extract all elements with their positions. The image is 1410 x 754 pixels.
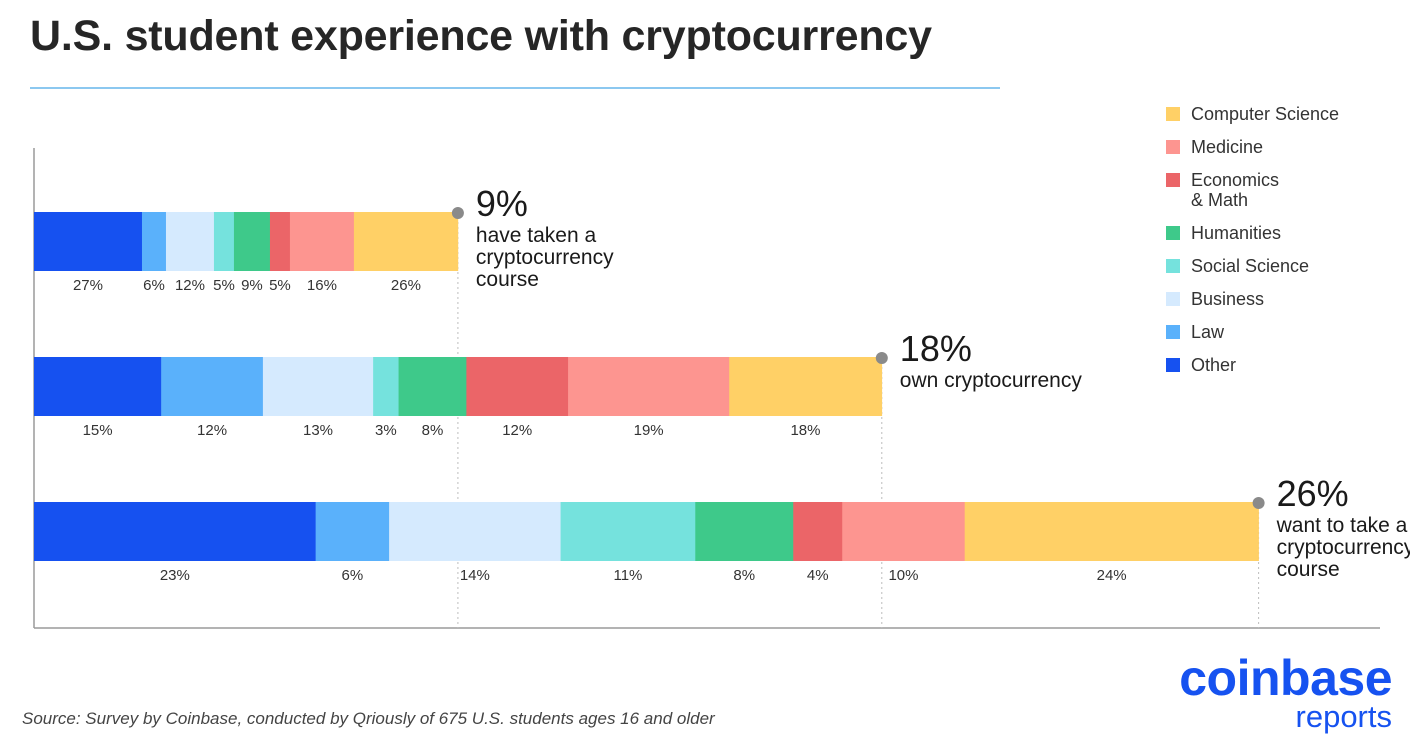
segment-label: 12%	[197, 422, 227, 439]
segment-label: 11%	[613, 567, 642, 584]
legend-label: Humanities	[1191, 223, 1282, 243]
legend-item: Other	[1166, 355, 1339, 375]
legend-swatch	[1166, 140, 1180, 154]
bar-segment	[964, 502, 1259, 561]
legend-swatch	[1166, 226, 1180, 240]
bar-segment	[233, 212, 271, 271]
bar-caption-line: want to take a	[1276, 514, 1408, 537]
segment-label: 19%	[634, 422, 664, 439]
bar-end-marker	[451, 207, 464, 219]
legend-swatch	[1166, 358, 1180, 372]
legend-item: Medicine	[1166, 137, 1339, 157]
bar-caption-line: own cryptocurrency	[900, 369, 1083, 392]
legend-swatch	[1166, 107, 1180, 121]
bar-segment	[353, 212, 459, 271]
bar-segment	[34, 502, 316, 561]
bar-segment	[165, 212, 215, 271]
segment-label: 16%	[307, 277, 337, 294]
bar-caption-line: course	[1277, 558, 1340, 581]
segment-label: 6%	[342, 567, 364, 584]
legend-item: Social Science	[1166, 256, 1339, 276]
legend: Computer Science Medicine Economics & Math…	[1166, 104, 1339, 388]
coinbase-reports-logo: coinbase reports	[1179, 650, 1392, 734]
bar-segment	[269, 212, 291, 271]
legend-swatch	[1166, 259, 1180, 273]
bar-segment	[161, 357, 264, 416]
bar-segment	[34, 357, 162, 416]
segment-label: 12%	[502, 422, 532, 439]
bar-caption-line: course	[476, 268, 539, 291]
bar-caption: have taken a cryptocurrency course	[476, 224, 614, 291]
bar-segment	[262, 357, 374, 416]
legend-item: Economics & Math	[1166, 170, 1339, 210]
bar-caption: want to take a cryptocurrency course	[1276, 514, 1410, 581]
chart-title: U.S. student experience with cryptocurre…	[30, 12, 932, 60]
segment-label: 24%	[1097, 567, 1127, 584]
bar-segment	[315, 502, 390, 561]
segment-label: 15%	[83, 422, 113, 439]
legend-item: Computer Science	[1166, 104, 1339, 124]
legend-label: Medicine	[1191, 137, 1264, 157]
legend-swatch	[1166, 173, 1180, 187]
segment-label: 3%	[375, 422, 397, 439]
segment-label: 8%	[422, 422, 444, 439]
segment-label: 8%	[733, 567, 755, 584]
segment-label: 9%	[241, 277, 263, 294]
legend-item: Humanities	[1166, 223, 1339, 243]
bar-caption: own cryptocurrency	[900, 369, 1083, 392]
source-note: Source: Survey by Coinbase, conducted by…	[22, 709, 715, 728]
legend-label: Social Science	[1191, 256, 1310, 276]
bar-end-marker	[1252, 497, 1265, 509]
segment-label: 12%	[175, 277, 205, 294]
bar-end-marker	[875, 352, 888, 364]
bar-segment	[560, 502, 696, 561]
logo-brand: coinbase	[1179, 650, 1392, 706]
segment-label: 5%	[213, 277, 235, 294]
legend-label: Economics & Math	[1191, 170, 1280, 210]
segment-label: 4%	[807, 567, 829, 584]
logo-subtitle: reports	[1295, 699, 1392, 734]
title-divider	[30, 87, 1000, 89]
bar-caption-line: have taken a	[476, 224, 597, 247]
segment-label: 5%	[269, 277, 291, 294]
bar-segment	[289, 212, 355, 271]
legend-label: Computer Science	[1191, 104, 1340, 124]
bar-total-label: 26%	[1277, 473, 1349, 514]
segment-label: 13%	[303, 422, 333, 439]
bar-caption-line: cryptocurrency	[476, 246, 614, 269]
segment-label: 10%	[888, 567, 918, 584]
legend-label: Law	[1191, 322, 1225, 342]
bar-segment	[398, 357, 467, 416]
bar-segment	[842, 502, 965, 561]
legend-item: Law	[1166, 322, 1339, 342]
segment-label: 14%	[460, 567, 490, 584]
bar-segment	[695, 502, 794, 561]
bar-segment	[466, 357, 569, 416]
bar-segment	[213, 212, 235, 271]
bar-total-label: 18%	[900, 328, 972, 369]
legend-item: Business	[1166, 289, 1339, 309]
bar-segment	[373, 357, 399, 416]
segment-label: 26%	[391, 277, 421, 294]
bar-segment	[793, 502, 843, 561]
legend-label: Business	[1191, 289, 1265, 309]
bar-segment	[389, 502, 561, 561]
bar-segment	[141, 212, 167, 271]
legend-label: Other	[1191, 355, 1237, 375]
segment-label: 23%	[160, 567, 190, 584]
legend-swatch	[1166, 292, 1180, 306]
bar-segment	[568, 357, 730, 416]
bar-segment	[34, 212, 143, 271]
bar-caption-line: cryptocurrency	[1277, 536, 1410, 559]
legend-swatch	[1166, 325, 1180, 339]
segment-label: 6%	[143, 277, 165, 294]
segment-label: 27%	[73, 277, 103, 294]
bar-segment	[729, 357, 883, 416]
bar-total-label: 9%	[476, 183, 528, 224]
segment-label: 18%	[790, 422, 820, 439]
